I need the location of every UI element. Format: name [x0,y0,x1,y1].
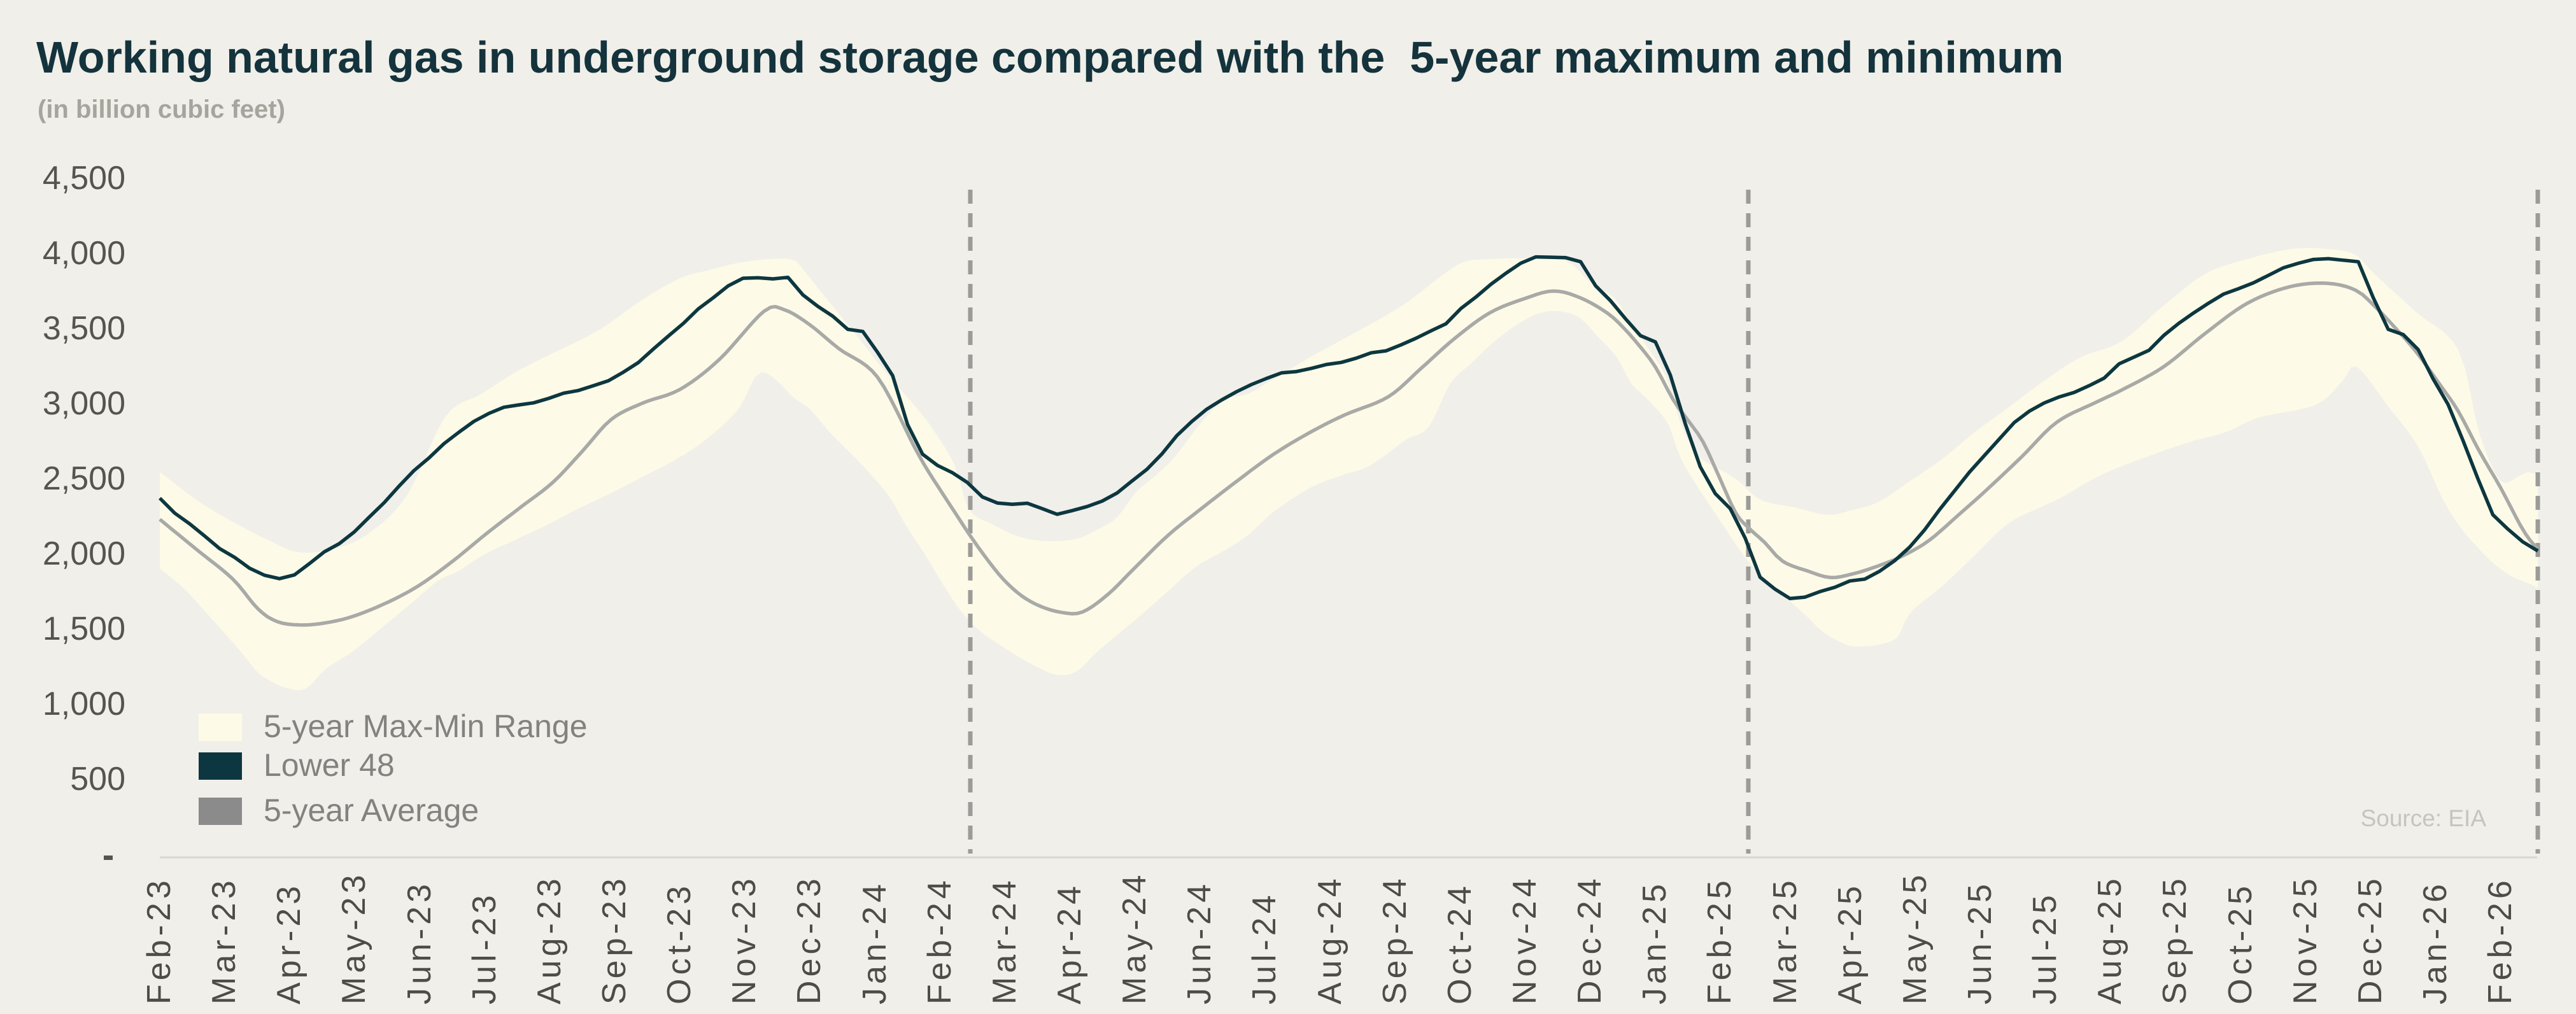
svg-text:Mar-23: Mar-23 [206,877,243,1004]
svg-text:2,000: 2,000 [43,535,125,572]
svg-text:Jan-24: Jan-24 [856,880,893,1004]
svg-text:1,000: 1,000 [43,686,125,722]
svg-text:Apr-23: Apr-23 [271,882,308,1004]
svg-text:May-23: May-23 [336,871,372,1004]
svg-text:Jan-26: Jan-26 [2417,880,2454,1004]
svg-text:500: 500 [70,761,125,798]
svg-text:5-year Max-Min Range: 5-year Max-Min Range [264,708,588,744]
svg-text:Dec-24: Dec-24 [1571,875,1608,1004]
svg-text:Jun-23: Jun-23 [401,880,438,1004]
svg-text:Sep-25: Sep-25 [2156,875,2193,1004]
svg-text:Dec-25: Dec-25 [2352,875,2389,1004]
svg-text:Nov-23: Nov-23 [726,875,763,1004]
svg-text:May-24: May-24 [1116,871,1153,1004]
svg-text:Mar-25: Mar-25 [1767,877,1804,1004]
svg-text:3,000: 3,000 [43,385,125,422]
svg-text:Jun-24: Jun-24 [1181,880,1218,1004]
svg-text:Aug-24: Aug-24 [1312,875,1348,1004]
svg-text:Working natural gas in undergr: Working natural gas in underground stora… [36,32,2063,82]
svg-text:4,000: 4,000 [43,235,125,272]
svg-text:Dec-23: Dec-23 [791,875,828,1004]
svg-text:Aug-23: Aug-23 [531,875,568,1004]
svg-text:Nov-24: Nov-24 [1506,875,1543,1004]
svg-text:Jul-25: Jul-25 [2027,891,2063,1004]
svg-text:1,500: 1,500 [43,610,125,647]
svg-text:Sep-23: Sep-23 [596,875,633,1004]
svg-text:Oct-25: Oct-25 [2222,882,2259,1004]
svg-text:Jul-24: Jul-24 [1246,891,1283,1004]
svg-text:Sep-24: Sep-24 [1376,875,1413,1004]
svg-text:Apr-25: Apr-25 [1832,882,1869,1004]
svg-text:Jan-25: Jan-25 [1636,880,1673,1004]
svg-text:Apr-24: Apr-24 [1051,882,1088,1004]
svg-text:Source: EIA: Source: EIA [2361,805,2487,831]
svg-text:Feb-23: Feb-23 [141,877,178,1004]
svg-text:Feb-24: Feb-24 [921,877,958,1004]
svg-text:Oct-23: Oct-23 [661,882,698,1004]
svg-text:2,500: 2,500 [43,460,125,497]
svg-text:Jun-25: Jun-25 [1962,880,1999,1004]
svg-text:Feb-25: Feb-25 [1701,877,1738,1004]
svg-text:Lower 48: Lower 48 [264,747,395,783]
svg-text:Feb-26: Feb-26 [2482,877,2519,1004]
svg-text:5-year Average: 5-year Average [264,792,479,828]
svg-text:Oct-24: Oct-24 [1441,882,1478,1004]
svg-text:Nov-25: Nov-25 [2287,875,2324,1004]
svg-text:3,500: 3,500 [43,310,125,347]
svg-text:Mar-24: Mar-24 [986,877,1023,1004]
svg-text:Aug-25: Aug-25 [2091,875,2128,1004]
svg-text:4,500: 4,500 [43,160,125,197]
svg-text:May-25: May-25 [1897,871,1934,1004]
svg-text:Jul-23: Jul-23 [466,891,503,1004]
svg-text:(in billion cubic feet): (in billion cubic feet) [38,95,285,123]
